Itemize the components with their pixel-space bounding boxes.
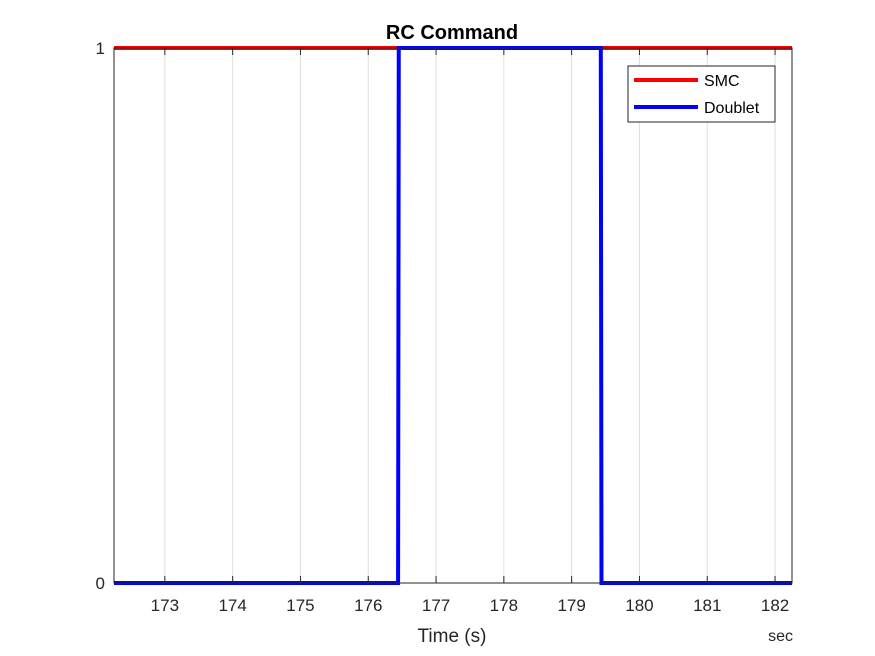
x-tick-label: 182 (761, 596, 789, 615)
axes-frame (113, 47, 793, 584)
x-tick-label: 174 (218, 596, 246, 615)
ticks: 173 174 175 176 177 178 179 180 181 182 0 1 (96, 39, 792, 615)
x-axis-unit: sec (768, 628, 793, 645)
x-axis-label: Time (s) (418, 626, 487, 647)
x-tick-label: 178 (490, 596, 518, 615)
x-tick-label: 179 (557, 596, 585, 615)
x-tick-label: 176 (354, 596, 382, 615)
legend-label-doublet: Doublet (704, 100, 760, 117)
chart-title: RC Command (386, 22, 518, 44)
legend-box (627, 65, 776, 123)
x-tick-label: 177 (422, 596, 450, 615)
grid (164, 48, 776, 583)
y-tick-label: 0 (96, 574, 105, 593)
x-tick-label: 173 (151, 596, 179, 615)
x-tick-label: 175 (286, 596, 314, 615)
legend: SMC Doublet (627, 65, 776, 123)
axes-background (114, 48, 792, 583)
x-tick-label: 181 (693, 596, 721, 615)
y-tick-label: 1 (96, 39, 105, 58)
legend-label-smc: SMC (704, 73, 740, 90)
plot-area (113, 46, 793, 585)
x-tick-label: 180 (625, 596, 653, 615)
